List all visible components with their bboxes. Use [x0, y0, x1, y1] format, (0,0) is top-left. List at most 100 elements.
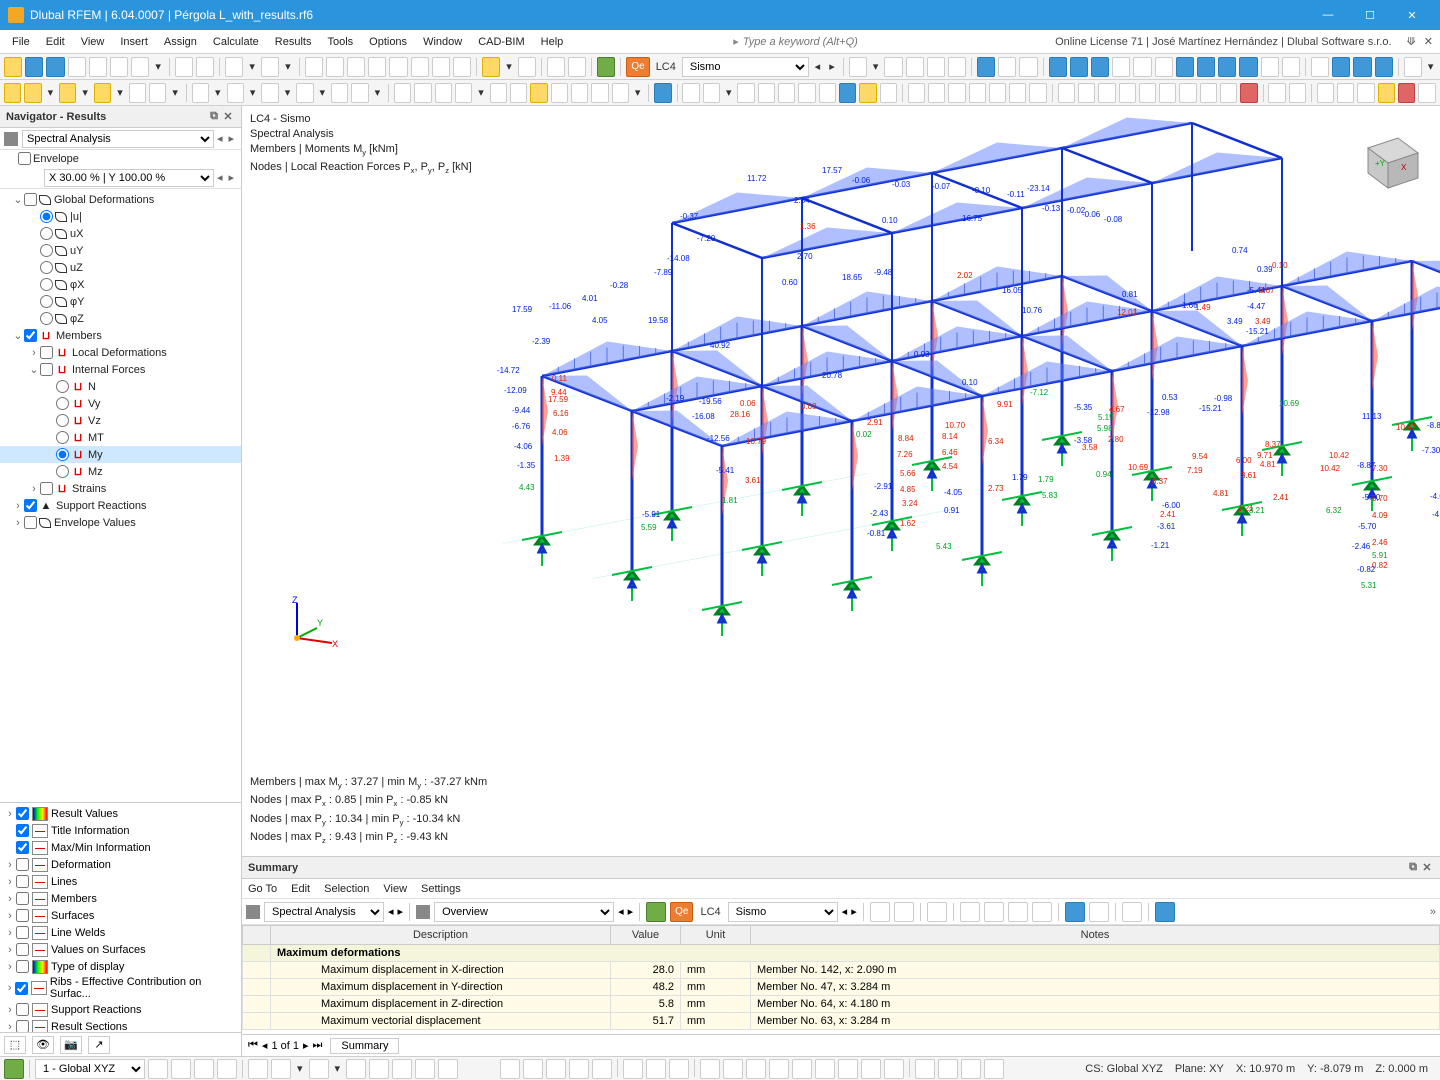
btn[interactable] [453, 57, 471, 77]
btn[interactable] [1070, 57, 1088, 77]
btn[interactable] [654, 83, 671, 103]
btn[interactable] [597, 57, 615, 77]
btn[interactable] [1176, 57, 1194, 77]
btn[interactable] [894, 902, 914, 922]
btn[interactable] [1240, 83, 1257, 103]
menu-options[interactable]: Options [361, 34, 415, 50]
btn[interactable] [1119, 83, 1136, 103]
tree-item[interactable]: uX [0, 225, 241, 242]
btn[interactable] [551, 83, 568, 103]
btn[interactable] [1008, 902, 1028, 922]
next-page-icon[interactable]: ▸ [303, 1039, 309, 1052]
btn[interactable] [1261, 57, 1279, 77]
btn[interactable] [1357, 83, 1374, 103]
btn[interactable] [500, 1059, 520, 1079]
loadcase-dropdown[interactable]: Sismo [682, 57, 809, 77]
btn[interactable] [1122, 902, 1142, 922]
btn[interactable] [938, 1059, 958, 1079]
btn[interactable] [1009, 83, 1026, 103]
summary-menu-item[interactable]: View [383, 883, 407, 895]
btn[interactable] [414, 83, 431, 103]
display-item[interactable]: ›Members [0, 890, 241, 907]
percent-dropdown[interactable]: X 30.00 % | Y 100.00 % [44, 169, 214, 187]
btn[interactable] [646, 1059, 666, 1079]
tree-item[interactable]: φX [0, 276, 241, 293]
filter-btn[interactable] [1155, 902, 1175, 922]
next-icon[interactable]: ▸ [851, 905, 857, 918]
tree-item[interactable]: ⊔Mz [0, 463, 241, 480]
menu-insert[interactable]: Insert [112, 34, 156, 50]
menu-help[interactable]: Help [533, 34, 572, 50]
summary-menu-item[interactable]: Selection [324, 883, 369, 895]
btn[interactable] [1155, 57, 1173, 77]
btn[interactable] [415, 1059, 435, 1079]
btn[interactable] [94, 83, 111, 103]
btn[interactable] [792, 1059, 812, 1079]
btn[interactable] [24, 83, 41, 103]
btn[interactable] [1078, 83, 1095, 103]
tree-item[interactable]: uZ [0, 259, 241, 276]
summary-menu-item[interactable]: Edit [291, 883, 310, 895]
btn[interactable] [989, 83, 1006, 103]
btn[interactable] [389, 57, 407, 77]
nav-btn-eye[interactable]: 👁 [32, 1036, 54, 1054]
btn[interactable] [347, 57, 365, 77]
tree-item[interactable]: uY [0, 242, 241, 259]
btn[interactable] [248, 1059, 268, 1079]
btn[interactable] [1378, 83, 1395, 103]
btn[interactable] [908, 83, 925, 103]
tree-item[interactable]: ›⊔Local Deformations [0, 344, 241, 361]
btn[interactable] [646, 902, 666, 922]
print-button[interactable] [131, 57, 149, 77]
btn[interactable] [849, 57, 867, 77]
menu-cad-bim[interactable]: CAD-BIM [470, 34, 532, 50]
btn[interactable] [261, 83, 278, 103]
btn[interactable] [1139, 83, 1156, 103]
tree-item[interactable]: ⊔MT [0, 429, 241, 446]
btn[interactable] [194, 1059, 214, 1079]
btn[interactable] [612, 83, 629, 103]
saveall-button[interactable] [89, 57, 107, 77]
btn[interactable] [1159, 83, 1176, 103]
btn[interactable] [296, 83, 313, 103]
btn[interactable] [1289, 83, 1306, 103]
btn[interactable] [1311, 57, 1329, 77]
menu-tools[interactable]: Tools [319, 34, 361, 50]
display-item[interactable]: ›Ribs - Effective Contribution on Surfac… [0, 975, 241, 1001]
btn[interactable] [1032, 902, 1052, 922]
btn[interactable] [798, 83, 815, 103]
menu-edit[interactable]: Edit [38, 34, 73, 50]
prev-lc[interactable]: ◂ [812, 60, 824, 73]
close-button[interactable]: ✕ [1392, 1, 1432, 29]
btn[interactable] [4, 83, 21, 103]
nav-btn-1[interactable]: ⬚ [4, 1036, 26, 1054]
btn[interactable] [1029, 83, 1046, 103]
btn[interactable] [546, 1059, 566, 1079]
btn[interactable] [227, 83, 244, 103]
btn[interactable] [490, 83, 507, 103]
summary-tab[interactable]: Summary [330, 1038, 399, 1054]
new-button[interactable] [4, 57, 22, 77]
minimize-button[interactable]: — [1308, 1, 1348, 29]
btn[interactable] [192, 83, 209, 103]
tree-item[interactable]: |u| [0, 208, 241, 225]
close-icon[interactable]: ✕ [1420, 861, 1434, 875]
btn[interactable] [1268, 83, 1285, 103]
summary-analysis-dropdown[interactable]: Spectral Analysis [264, 902, 384, 922]
maximize-button[interactable]: ☐ [1350, 1, 1390, 29]
tree-item[interactable]: ›▲Support Reactions [0, 497, 241, 514]
btn[interactable] [961, 1059, 981, 1079]
btn[interactable] [1058, 83, 1075, 103]
btn[interactable] [948, 57, 966, 77]
btn[interactable] [1282, 57, 1300, 77]
btn[interactable] [838, 1059, 858, 1079]
redo-button[interactable] [261, 57, 279, 77]
btn[interactable] [928, 83, 945, 103]
btn[interactable] [880, 83, 897, 103]
tree-item[interactable]: ⊔My [0, 446, 241, 463]
btn[interactable] [1049, 57, 1067, 77]
btn[interactable] [1019, 57, 1037, 77]
search-box[interactable]: ▸ [733, 35, 883, 48]
btn[interactable] [984, 902, 1004, 922]
display-item[interactable]: ›Lines [0, 873, 241, 890]
